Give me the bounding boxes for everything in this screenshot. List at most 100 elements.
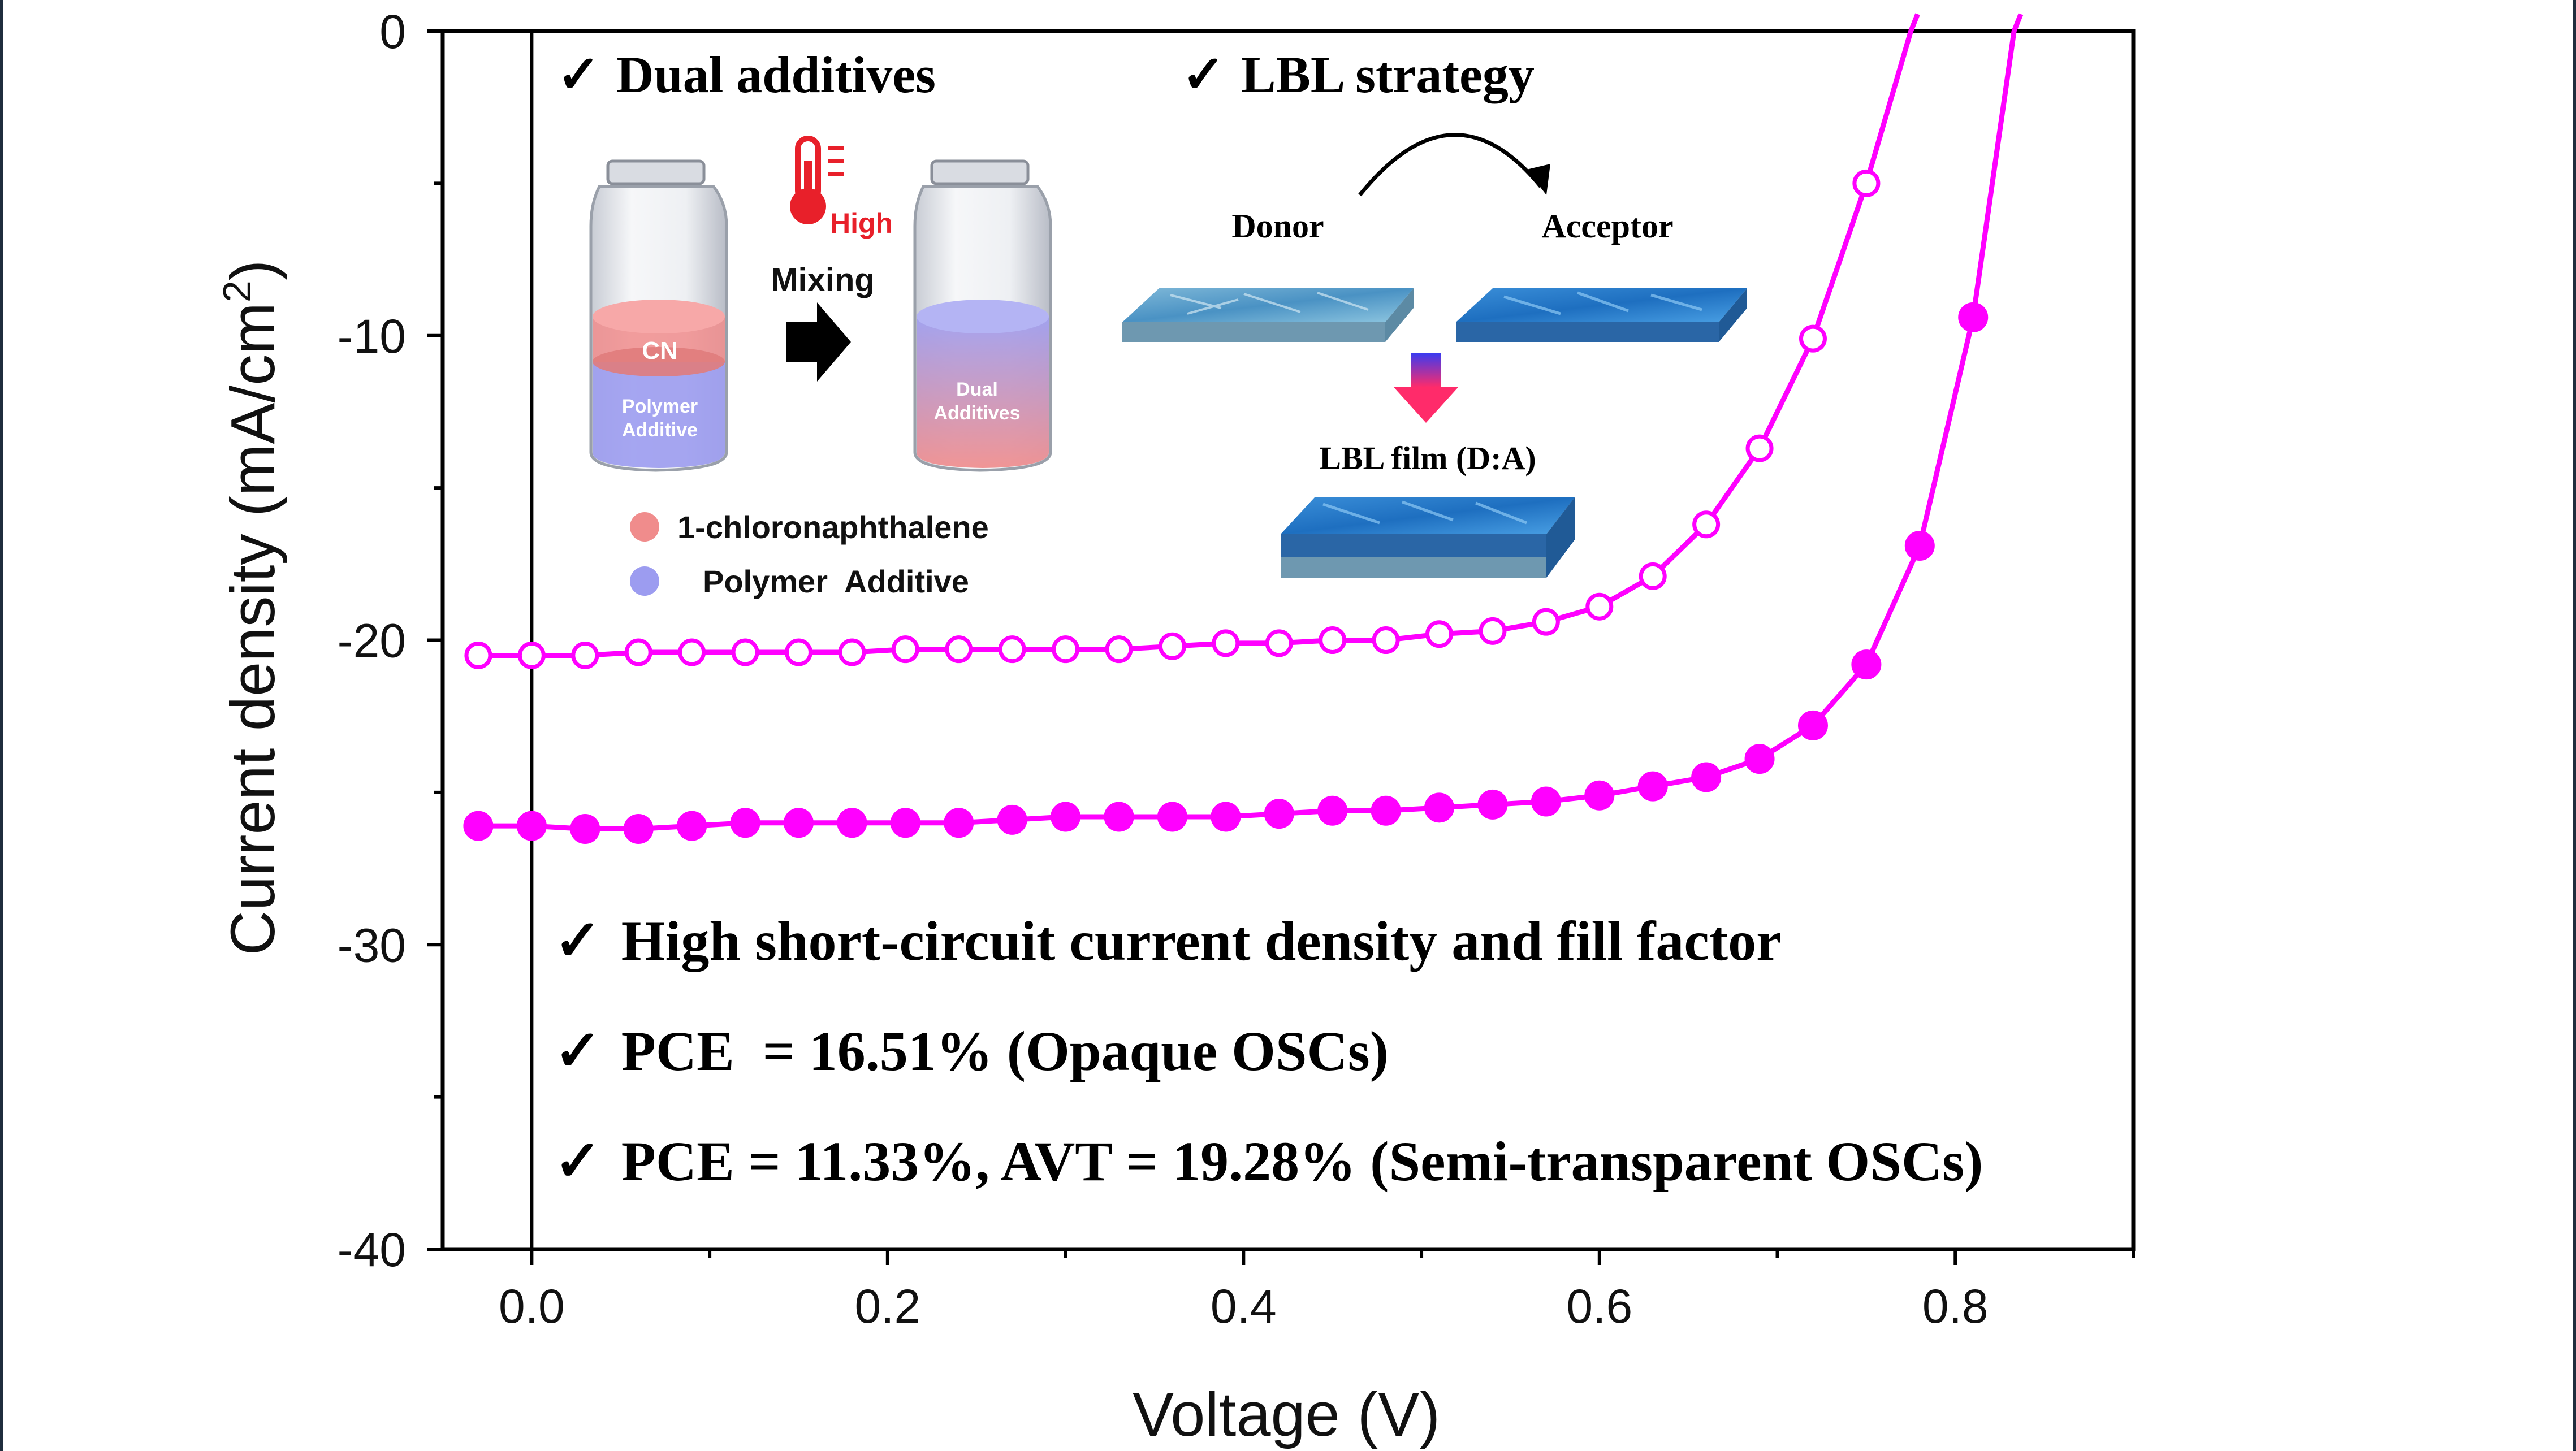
data-point-series-1 bbox=[517, 641, 546, 669]
y-axis-title-main: Current density (mA/cm bbox=[218, 302, 288, 955]
data-point-series-2 bbox=[837, 808, 867, 838]
data-point-series-2 bbox=[516, 811, 547, 841]
y-axis-title: Current density (mA/cm2) bbox=[215, 260, 288, 956]
data-point-series-2 bbox=[1424, 792, 1455, 823]
curved-arrow-head bbox=[1527, 164, 1550, 195]
svg-text:✓LBL strategy: ✓ LBL strategy bbox=[1182, 46, 1535, 103]
inset-lbl-strategy: ✓ LBL strategy Donor Acceptor LBL film (D… bbox=[1122, 46, 1747, 578]
data-point-series-1 bbox=[1639, 562, 1667, 590]
data-point-series-2 bbox=[730, 808, 760, 838]
data-point-series-2 bbox=[570, 814, 600, 844]
data-point-series-1 bbox=[1799, 324, 1827, 353]
data-point-series-2 bbox=[1264, 799, 1294, 829]
data-point-series-1 bbox=[731, 638, 759, 666]
data-point-series-1 bbox=[624, 638, 652, 666]
data-point-series-1 bbox=[1052, 635, 1080, 664]
data-point-series-2 bbox=[890, 808, 920, 838]
svg-text:✓PCE = 16.51% (Opaque OSCs): ✓ PCE = 16.51% (Opaque OSCs) bbox=[554, 1020, 1389, 1082]
x-tick-label: 0.0 bbox=[499, 1280, 565, 1333]
data-point-series-1 bbox=[1585, 592, 1614, 621]
y-tick-label: -30 bbox=[338, 919, 406, 972]
data-point-series-2 bbox=[1904, 530, 1935, 561]
legend-polymer-label: Polymer Additive bbox=[703, 564, 969, 599]
check-mark: ✓ bbox=[1182, 46, 1225, 103]
legend-polymer-swatch bbox=[630, 566, 659, 596]
vial-dual-label-2: Additives bbox=[933, 402, 1020, 424]
data-point-series-2 bbox=[1637, 771, 1668, 802]
data-point-series-1 bbox=[998, 635, 1026, 664]
data-point-series-1 bbox=[1265, 629, 1293, 657]
acceptor-film bbox=[1456, 288, 1747, 342]
x-tick-label: 0.2 bbox=[854, 1280, 920, 1333]
x-tick-label: 0.6 bbox=[1566, 1280, 1632, 1333]
down-arrow-icon bbox=[1394, 353, 1458, 423]
data-point-series-2 bbox=[1744, 744, 1775, 774]
data-point-series-2 bbox=[1317, 795, 1348, 826]
legend-cn-swatch bbox=[630, 512, 659, 542]
donor-label: Donor bbox=[1231, 207, 1324, 245]
data-point-series-2 bbox=[1211, 802, 1241, 832]
data-point-series-2 bbox=[1531, 786, 1561, 817]
check-mark: ✓ bbox=[554, 1020, 602, 1082]
data-point-series-1 bbox=[1105, 635, 1133, 664]
y-tick-label: -40 bbox=[338, 1223, 406, 1276]
highlight-1: High short-circuit current density and f… bbox=[621, 909, 1782, 972]
inset-dual-additives: ✓ Dual additives CN Polymer Additive High… bbox=[557, 46, 1052, 599]
acceptor-label: Acceptor bbox=[1541, 207, 1673, 245]
data-point-series-2 bbox=[1157, 802, 1187, 832]
vial-polymer-label-1: Polymer bbox=[622, 396, 698, 417]
plot-curves bbox=[463, 13, 2024, 844]
donor-film bbox=[1122, 288, 1414, 342]
check-mark: ✓ bbox=[554, 1130, 602, 1193]
vial-dual-label-1: Dual bbox=[956, 379, 998, 400]
data-point-series-2 bbox=[1104, 802, 1134, 832]
thermometer-icon bbox=[790, 136, 844, 224]
vial-icon bbox=[913, 159, 1052, 472]
data-point-series-1 bbox=[891, 635, 919, 664]
data-point-series-1 bbox=[1479, 617, 1507, 645]
plot-axes: 0.0 0.2 0.4 0.6 0.8 0 -10 -20 -30 -40 bbox=[338, 5, 2136, 1333]
x-tick-label: 0.8 bbox=[1922, 1280, 1989, 1333]
data-point-series-2 bbox=[1691, 762, 1722, 792]
y-tick-label: 0 bbox=[379, 5, 406, 58]
x-tick-label: 0.4 bbox=[1211, 1280, 1277, 1333]
vial-icon bbox=[589, 159, 728, 472]
lbl-strategy-heading: LBL strategy bbox=[1241, 46, 1535, 103]
y-tick-label: -20 bbox=[338, 614, 406, 668]
svg-text:Current density (mA/cm2): Current density (mA/cm2) bbox=[215, 260, 288, 956]
highlight-3: PCE = 11.33%, AVT = 19.28% (Semi-transpa… bbox=[621, 1130, 1983, 1193]
svg-text:✓Dual additives: ✓ Dual additives bbox=[557, 46, 936, 103]
vial-polymer-label-2: Additive bbox=[622, 419, 698, 441]
data-point-series-1 bbox=[1852, 169, 1881, 197]
y-axis-title-sup: 2 bbox=[215, 280, 259, 302]
right-arrow-icon bbox=[786, 302, 851, 382]
check-mark: ✓ bbox=[557, 46, 600, 103]
data-point-series-2 bbox=[997, 804, 1027, 835]
data-point-series-1 bbox=[1425, 620, 1454, 648]
data-point-series-1 bbox=[464, 641, 492, 669]
data-point-series-1 bbox=[838, 638, 866, 666]
data-point-series-2 bbox=[463, 811, 494, 841]
data-point-series-2 bbox=[944, 808, 974, 838]
data-point-series-1 bbox=[1158, 632, 1186, 660]
data-point-series-1 bbox=[1319, 626, 1347, 654]
svg-text:✓High short-circuit current de: ✓ High short-circuit current density and … bbox=[554, 909, 1781, 972]
data-point-series-2 bbox=[1051, 802, 1081, 832]
data-point-series-2 bbox=[1958, 302, 1989, 332]
y-axis-title-close: ) bbox=[218, 260, 288, 281]
data-point-series-2 bbox=[677, 811, 707, 841]
highlight-2: PCE = 16.51% (Opaque OSCs) bbox=[621, 1020, 1389, 1082]
data-point-series-2 bbox=[1797, 710, 1828, 740]
data-point-series-1 bbox=[678, 638, 706, 666]
lbl-film bbox=[1281, 497, 1575, 578]
svg-text:✓PCE = 11.33%, AVT = 19.28% (S: ✓ PCE = 11.33%, AVT = 19.28% (Semi-transp… bbox=[554, 1130, 1983, 1193]
vial-cn-label: CN bbox=[642, 337, 678, 365]
legend-cn-label: 1-chloronaphthalene bbox=[677, 509, 989, 545]
highlights: ✓ High short-circuit current density and … bbox=[554, 909, 1983, 1193]
check-mark: ✓ bbox=[554, 909, 602, 972]
data-point-series-2 bbox=[1371, 795, 1401, 826]
data-point-series-1 bbox=[784, 638, 812, 666]
data-point-series-1 bbox=[1745, 434, 1774, 462]
curved-arrow-icon bbox=[1358, 133, 1542, 197]
